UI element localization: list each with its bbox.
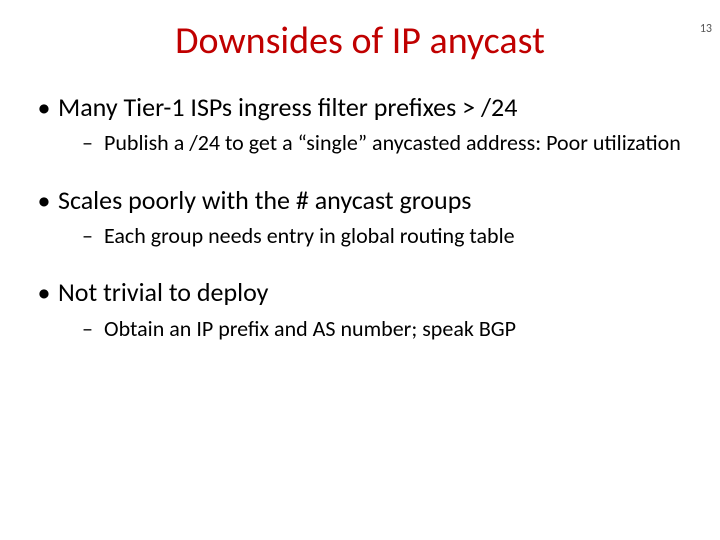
spacer [30, 255, 690, 277]
slide-title: Downsides of IP anycast [0, 18, 720, 64]
bullet-level2: – Obtain an IP prefix and AS number; spe… [82, 315, 690, 343]
bullet-level1: • Not trivial to deploy [30, 277, 690, 308]
bullet-text: Scales poorly with the # anycast groups [58, 185, 690, 216]
bullet-level2: – Publish a /24 to get a “single” anycas… [82, 129, 690, 157]
bullet-level2: – Each group needs entry in global routi… [82, 222, 690, 250]
slide-body: • Many Tier-1 ISPs ingress filter prefix… [0, 92, 720, 342]
page-number: 13 [700, 22, 712, 36]
spacer [30, 163, 690, 185]
bullet-text: Many Tier-1 ISPs ingress filter prefixes… [58, 92, 690, 123]
bullet-dot-icon: • [30, 92, 58, 123]
bullet-text: Obtain an IP prefix and AS number; speak… [104, 315, 690, 343]
bullet-dash-icon: – [82, 129, 104, 157]
bullet-text: Publish a /24 to get a “single” anycaste… [104, 129, 690, 157]
bullet-dot-icon: • [30, 277, 58, 308]
bullet-level1: • Many Tier-1 ISPs ingress filter prefix… [30, 92, 690, 123]
bullet-dash-icon: – [82, 315, 104, 343]
bullet-dash-icon: – [82, 222, 104, 250]
bullet-dot-icon: • [30, 185, 58, 216]
slide: 13 Downsides of IP anycast • Many Tier-1… [0, 18, 720, 540]
bullet-text: Each group needs entry in global routing… [104, 222, 690, 250]
bullet-text: Not trivial to deploy [58, 277, 690, 308]
bullet-level1: • Scales poorly with the # anycast group… [30, 185, 690, 216]
